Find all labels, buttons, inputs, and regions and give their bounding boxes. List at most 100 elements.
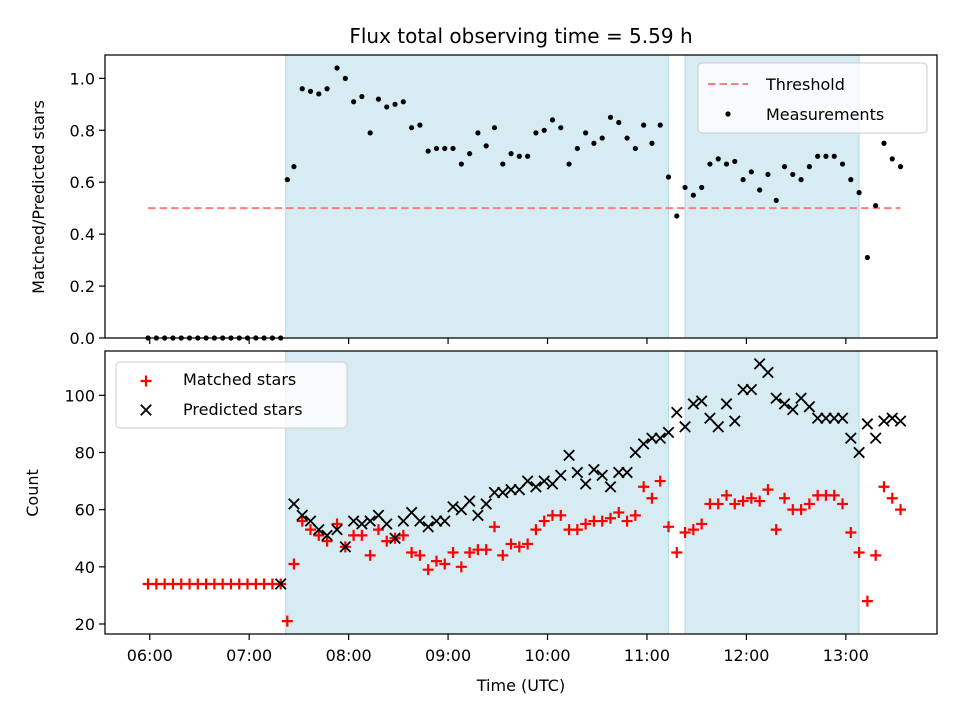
predicted-star-point [596, 469, 609, 482]
matched-star-point [646, 492, 658, 504]
predicted-star-point [312, 523, 325, 536]
predicted-star-point [463, 495, 476, 507]
measurement-point [417, 122, 423, 128]
predicted-star-point [447, 500, 459, 513]
measurement-point [375, 96, 382, 102]
observing-windows [285, 350, 860, 635]
matched-star-point [364, 549, 376, 561]
matched-star-point [779, 492, 791, 504]
legend-threshold-label: Threshold [765, 75, 845, 94]
predicted-star-point [886, 412, 899, 425]
measurement-point [591, 140, 597, 146]
predicted-star-point [745, 383, 758, 396]
matched-star-point [313, 529, 325, 541]
predicted-star-point [728, 415, 741, 427]
predicted-star-point [380, 518, 393, 530]
predicted-star-point [786, 403, 799, 416]
matched-star-point [596, 515, 608, 527]
measurement-point [690, 192, 696, 198]
matched-stars-series [142, 475, 907, 627]
predicted-star-point [274, 578, 287, 590]
predicted-star-point [579, 478, 592, 490]
measurement-point [400, 99, 406, 105]
measurement-point [299, 86, 305, 92]
legend-measurement-label: Measurements [766, 105, 884, 124]
measurement-point [723, 161, 730, 167]
measurement-point [558, 125, 564, 131]
matched-star-point [488, 521, 500, 533]
matched-star-point [381, 535, 393, 547]
measurement-point [491, 125, 498, 131]
matched-star-point [530, 524, 542, 536]
measurement-point [483, 143, 489, 149]
matched-star-point [762, 484, 774, 496]
matched-star-point [464, 547, 476, 559]
measurement-point [334, 65, 340, 71]
matched-star-point [522, 538, 534, 550]
measurement-point [409, 125, 415, 131]
measurement-point [442, 145, 448, 152]
predicted-star-point [521, 475, 534, 487]
predicted-star-point [356, 518, 368, 530]
predicted-star-point [538, 475, 551, 487]
matched-star-point [356, 529, 368, 541]
matched-star-point [795, 504, 807, 516]
count-panel-frame [104, 350, 938, 635]
predicted-star-point [488, 486, 501, 499]
count-panel: 20 40 60 80 100 06:00 07:00 08:00 09:00 10:00 11:… [23, 350, 938, 695]
matched-star-point [878, 481, 890, 493]
matched-star-point [828, 489, 840, 501]
measurement-point [607, 114, 614, 120]
predicted-star-point [762, 366, 774, 379]
matched-star-point [886, 492, 898, 504]
chart-title: Flux total observing time = 5.59 h [349, 24, 692, 48]
measurement-point [790, 171, 796, 178]
measurement-point [699, 184, 705, 191]
predicted-star-point [844, 432, 857, 445]
matched-star-point [513, 541, 525, 553]
legend-matched-swatch [140, 375, 152, 387]
matched-star-point [770, 524, 782, 536]
predicted-star-point [414, 515, 426, 527]
x-tick-label: 08:00 [326, 646, 372, 665]
predicted-star-point [853, 446, 865, 459]
predicted-star-point [364, 515, 377, 527]
matched-star-point [861, 595, 873, 607]
predicted-star-point [894, 415, 907, 427]
y-tick-label: 0.6 [70, 173, 95, 192]
measurement-point [889, 156, 895, 162]
measurement-point [467, 151, 473, 157]
matched-star-point [281, 615, 293, 627]
matched-star-point [296, 515, 308, 527]
predicted-star-point [438, 515, 451, 527]
measurement-point [392, 101, 398, 107]
predicted-star-point [861, 418, 874, 430]
measurement-point [798, 177, 804, 183]
matched-star-point [729, 498, 741, 510]
measurement-point [525, 153, 531, 159]
matched-star-point [422, 564, 434, 576]
measurement-point [864, 254, 870, 261]
measurement-point [324, 86, 330, 92]
measurement-point [574, 145, 580, 152]
y-tick-label: 0.2 [70, 277, 95, 296]
measurement-point [624, 135, 630, 141]
predicted-star-point [571, 466, 584, 479]
matched-star-point [331, 518, 343, 530]
measurement-point [307, 88, 314, 94]
matched-star-point [853, 547, 865, 559]
measurement-point [748, 169, 754, 175]
predicted-star-point [389, 532, 401, 545]
y-tick-label: 60 [75, 501, 95, 520]
measurement-point [856, 190, 862, 196]
x-tick-label: 13:00 [823, 646, 869, 665]
y-tick-label: 1.0 [70, 69, 95, 88]
predicted-star-point [869, 432, 882, 445]
ratio-panel-frame [104, 54, 938, 339]
matched-star-point [430, 555, 442, 567]
matched-star-point [580, 518, 592, 530]
ratio-x-ticks [149, 338, 847, 344]
measurement-point [649, 140, 655, 146]
measurement-point [632, 145, 638, 152]
matched-star-point [447, 547, 459, 559]
